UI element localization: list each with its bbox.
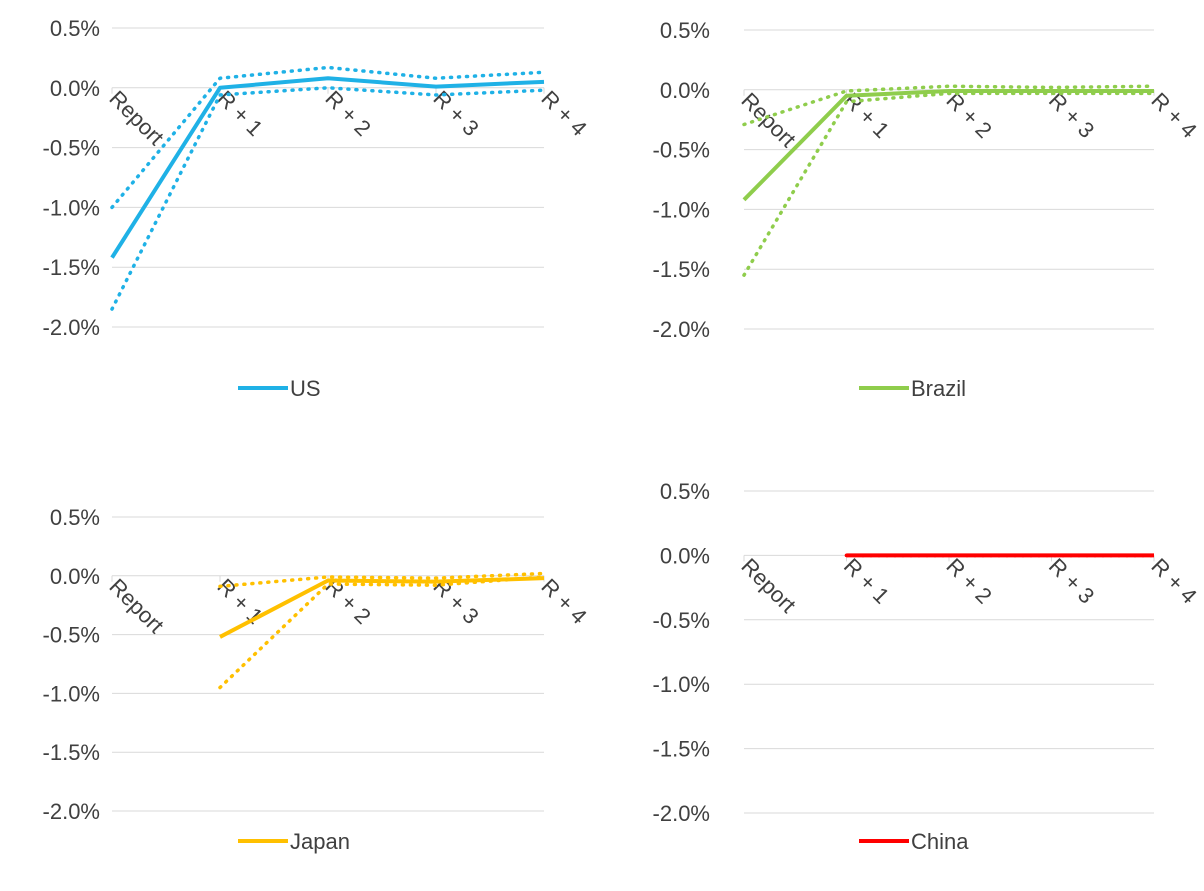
series-line-bound bbox=[218, 575, 546, 690]
series-line-estimate bbox=[110, 76, 545, 259]
x-tick-label: R + 4 bbox=[536, 86, 591, 141]
y-tick-label: -0.5% bbox=[43, 136, 100, 161]
y-tick-label: -2.0% bbox=[43, 799, 100, 824]
x-tick-label: Report bbox=[104, 574, 168, 638]
y-tick-label: 0.5% bbox=[660, 479, 710, 504]
y-tick-label: -0.5% bbox=[43, 623, 100, 648]
legend-label: Japan bbox=[290, 829, 350, 854]
x-tick-label: R + 3 bbox=[1044, 88, 1099, 143]
y-tick-label: -1.0% bbox=[653, 672, 710, 697]
x-tick-label: Report bbox=[104, 86, 168, 150]
x-tick-label: R + 3 bbox=[1044, 553, 1099, 608]
x-tick-label: R + 2 bbox=[941, 88, 996, 143]
x-tick-label: R + 4 bbox=[536, 574, 591, 629]
series-line-bound bbox=[218, 571, 546, 589]
series-line-estimate bbox=[742, 88, 1154, 202]
y-tick-label: -0.5% bbox=[653, 608, 710, 633]
y-tick-label: 0.0% bbox=[660, 543, 710, 568]
y-tick-label: 0.0% bbox=[50, 564, 100, 589]
x-tick-label: Report bbox=[736, 553, 800, 617]
x-tick-label: R + 4 bbox=[1146, 553, 1201, 608]
y-tick-label: -1.0% bbox=[43, 195, 100, 220]
y-tick-label: -0.5% bbox=[653, 138, 710, 163]
chart-panel-china: 0.5% 0.0% -0.5% -1.0% -1.5% -2.0% Report R + 1 R… bbox=[602, 443, 1204, 886]
legend-label: US bbox=[290, 376, 321, 401]
legend-label: Brazil bbox=[911, 376, 966, 401]
x-tick-label: R + 2 bbox=[320, 86, 375, 141]
y-tick-label: -2.0% bbox=[653, 317, 710, 342]
y-tick-label: 0.5% bbox=[50, 16, 100, 41]
y-tick-label: 0.0% bbox=[50, 76, 100, 101]
legend-label: China bbox=[911, 829, 969, 854]
y-tick-label: 0.5% bbox=[660, 18, 710, 43]
y-tick-label: -1.5% bbox=[653, 737, 710, 762]
series-line-bound bbox=[742, 84, 1156, 127]
x-tick-label: R + 4 bbox=[1146, 88, 1201, 143]
x-tick-label: R + 2 bbox=[941, 553, 996, 608]
y-tick-label: -1.0% bbox=[653, 197, 710, 222]
y-tick-label: -1.5% bbox=[653, 257, 710, 282]
y-tick-label: 0.5% bbox=[50, 505, 100, 530]
y-tick-label: -1.0% bbox=[43, 681, 100, 706]
series-line-bound bbox=[742, 91, 1156, 277]
y-tick-label: 0.0% bbox=[660, 78, 710, 103]
chart-china: 0.5% 0.0% -0.5% -1.0% -1.5% -2.0% Report R + 1 R… bbox=[653, 479, 1202, 854]
series-line-bound bbox=[110, 86, 546, 311]
y-tick-label: -1.5% bbox=[43, 255, 100, 280]
y-tick-label: -1.5% bbox=[43, 740, 100, 765]
series-line-bound bbox=[110, 65, 546, 210]
x-tick-label: R + 1 bbox=[839, 553, 894, 608]
x-tick-label: Report bbox=[736, 88, 800, 152]
series-line-estimate bbox=[219, 576, 545, 639]
y-tick-label: -2.0% bbox=[653, 801, 710, 826]
y-tick-label: -2.0% bbox=[43, 315, 100, 340]
